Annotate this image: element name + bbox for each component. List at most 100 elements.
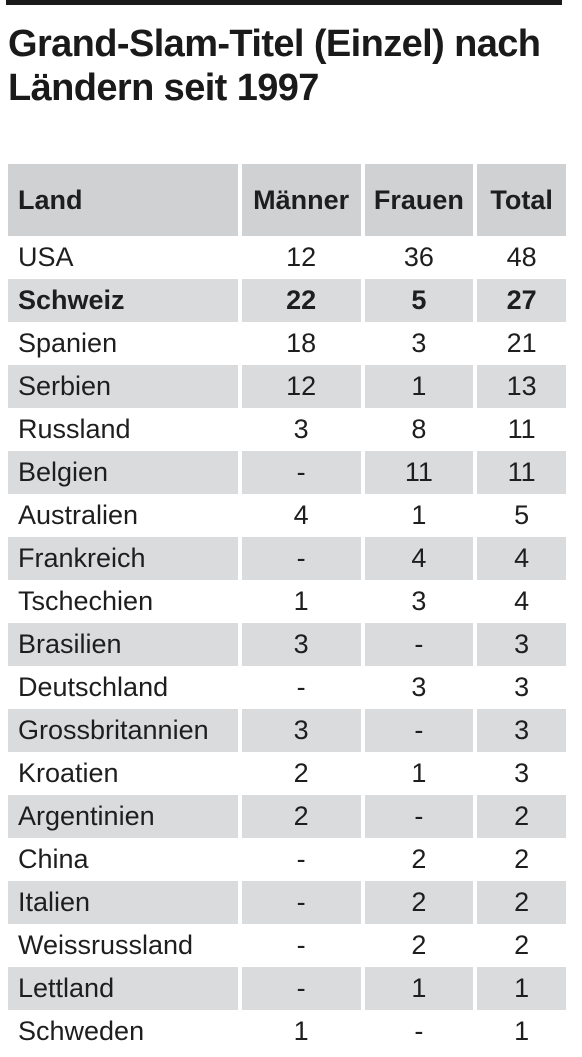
- frauen-cell: 4: [364, 537, 474, 580]
- frauen-cell: 1: [411, 500, 427, 530]
- frauen-cell: 1: [364, 967, 474, 1010]
- column-header-frauen: Frauen: [364, 164, 474, 236]
- maenner-cell: -: [241, 881, 361, 924]
- country-cell: Grossbritannien: [8, 709, 238, 752]
- maenner-cell: -: [241, 451, 361, 494]
- table-body: USA 12 36 48 Schweiz 22 5 27 Spanien 18 3 21 Serbien…: [8, 236, 566, 1053]
- table-row: Kroatien 2 1 3: [8, 752, 566, 795]
- total-cell: 3: [514, 672, 530, 702]
- country-cell: Italien: [8, 881, 238, 924]
- country-cell: Frankreich: [8, 537, 238, 580]
- table-row: Schweden 1 - 1: [8, 1010, 566, 1053]
- frauen-cell: 11: [364, 451, 474, 494]
- frauen-cell: 3: [411, 328, 427, 358]
- country-cell: Schweden: [18, 1016, 145, 1046]
- country-cell: Belgien: [8, 451, 238, 494]
- total-cell: 48: [506, 242, 537, 272]
- top-rule: [6, 0, 562, 5]
- table-row: Deutschland - 3 3: [8, 666, 566, 709]
- total-cell: 2: [477, 795, 566, 838]
- total-cell: 11: [507, 414, 536, 444]
- column-header-land: Land: [8, 164, 238, 236]
- table-row: China - 2 2: [8, 838, 566, 881]
- maenner-cell: -: [296, 672, 306, 702]
- maenner-cell: 4: [293, 500, 309, 530]
- table-row: Tschechien 1 3 4: [8, 580, 566, 623]
- maenner-cell: 12: [241, 365, 361, 408]
- titles-table: Land Männer Frauen Total USA 12 36 48 Schwei…: [4, 164, 570, 1053]
- table-row: Brasilien 3-3: [8, 623, 566, 666]
- maenner-cell: 3: [241, 623, 361, 666]
- total-cell: 4: [514, 586, 530, 616]
- table-row: Serbien 12 1 13: [8, 365, 566, 408]
- country-cell: Argentinien: [8, 795, 238, 838]
- maenner-cell: -: [241, 537, 361, 580]
- frauen-cell: 2: [411, 930, 427, 960]
- country-cell: USA: [18, 242, 74, 272]
- country-cell: China: [18, 844, 89, 874]
- total-cell: 1: [477, 967, 566, 1010]
- table-row: Lettland -1 1: [8, 967, 566, 1010]
- total-cell: 2: [477, 881, 566, 924]
- table-row: Spanien 18 3 21: [8, 322, 566, 365]
- country-cell: Deutschland: [18, 672, 169, 702]
- country-cell: Weissrussland: [18, 930, 194, 960]
- frauen-cell: 1: [411, 758, 427, 788]
- table-row: Schweiz 22 5 27: [8, 279, 566, 322]
- table-row: Argentinien 2-2: [8, 795, 566, 838]
- country-cell: Australien: [18, 500, 139, 530]
- country-cell: Tschechien: [18, 586, 154, 616]
- frauen-cell: 1: [364, 365, 474, 408]
- table-header-row: Land Männer Frauen Total: [8, 164, 566, 236]
- total-cell: 11: [477, 451, 566, 494]
- frauen-cell: 36: [403, 242, 434, 272]
- column-header-total: Total: [477, 164, 566, 236]
- maenner-cell: 1: [293, 1016, 309, 1046]
- total-cell: 3: [477, 709, 566, 752]
- maenner-cell: 3: [293, 414, 309, 444]
- total-cell: 2: [514, 844, 530, 874]
- maenner-cell: 3: [241, 709, 361, 752]
- frauen-cell: 3: [411, 672, 427, 702]
- chart-title: Grand-Slam-Titel (Einzel) nach Ländern s…: [8, 23, 541, 109]
- table-row: USA 12 36 48: [8, 236, 566, 279]
- frauen-cell: -: [364, 623, 474, 666]
- table-row: Weissrussland - 2 2: [8, 924, 566, 967]
- frauen-cell: 8: [411, 414, 427, 444]
- total-cell: 21: [506, 328, 537, 358]
- titles-table-container: Land Männer Frauen Total USA 12 36 48 Schwei…: [8, 164, 566, 1053]
- total-cell: 2: [514, 930, 530, 960]
- country-cell: Lettland: [8, 967, 238, 1010]
- table-row: Italien -2 2: [8, 881, 566, 924]
- maenner-cell: 22: [241, 279, 361, 322]
- table-row: Belgien -11 11: [8, 451, 566, 494]
- frauen-cell: -: [364, 795, 474, 838]
- country-cell: Schweiz: [8, 279, 238, 322]
- maenner-cell: 18: [286, 328, 317, 358]
- frauen-cell: 2: [411, 844, 427, 874]
- maenner-cell: 12: [286, 242, 317, 272]
- total-cell: 13: [477, 365, 566, 408]
- column-header-maenner: Männer: [241, 164, 361, 236]
- total-cell: 3: [514, 758, 530, 788]
- maenner-cell: 2: [293, 758, 309, 788]
- table-row: Frankreich -4 4: [8, 537, 566, 580]
- frauen-cell: 5: [364, 279, 474, 322]
- maenner-cell: 2: [241, 795, 361, 838]
- frauen-cell: 2: [364, 881, 474, 924]
- frauen-cell: 3: [411, 586, 427, 616]
- country-cell: Kroatien: [18, 758, 119, 788]
- maenner-cell: -: [296, 930, 306, 960]
- country-cell: Serbien: [8, 365, 238, 408]
- frauen-cell: -: [364, 709, 474, 752]
- maenner-cell: -: [296, 844, 306, 874]
- total-cell: 1: [514, 1016, 530, 1046]
- total-cell: 4: [477, 537, 566, 580]
- maenner-cell: -: [241, 967, 361, 1010]
- total-cell: 27: [477, 279, 566, 322]
- maenner-cell: 1: [293, 586, 309, 616]
- frauen-cell: -: [414, 1016, 424, 1046]
- country-cell: Russland: [18, 414, 131, 444]
- total-cell: 5: [514, 500, 530, 530]
- country-cell: Spanien: [18, 328, 118, 358]
